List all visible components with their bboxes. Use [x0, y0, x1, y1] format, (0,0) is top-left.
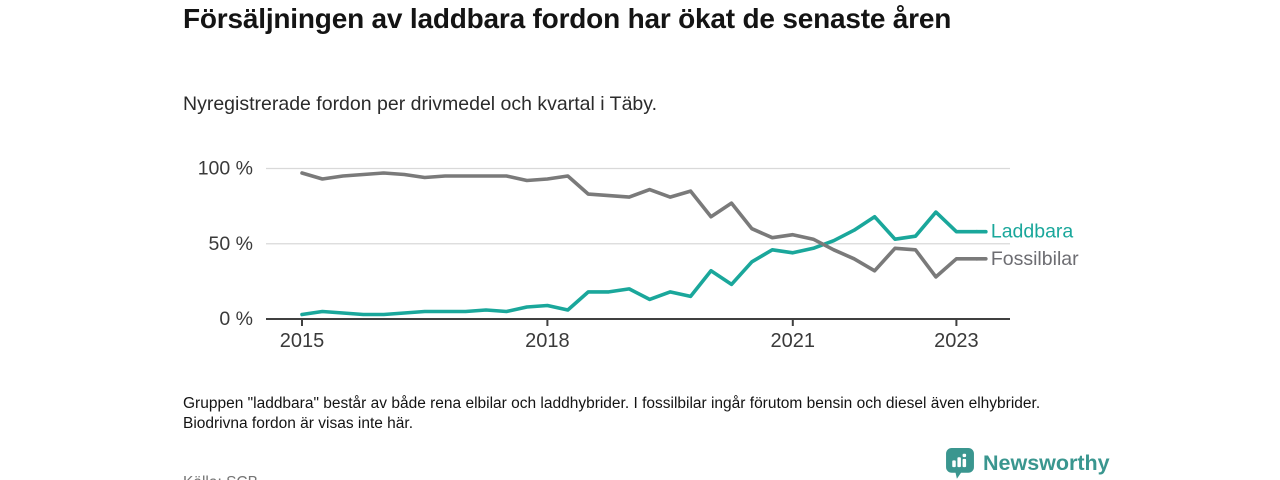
chart-canvas: 0 % 50 % 100 % 2015 2018 2021 2023 Laddbara Foss… [198, 158, 1079, 353]
y-tick-label: 50 % [209, 233, 253, 255]
y-tick-label: 0 % [219, 308, 253, 330]
bar-chart-speech-bubble-icon [946, 448, 974, 479]
laddbara-line [300, 210, 979, 317]
brand-logo: Newsworthy [946, 448, 1110, 479]
series-label-laddbara: Laddbara [991, 221, 1074, 243]
x-tick-label: 2023 [934, 330, 979, 352]
x-tick-label: 2015 [280, 330, 325, 352]
fossilbilar-line [300, 171, 979, 279]
chart-footnote: Gruppen "laddbara" består av både rena e… [183, 394, 1041, 433]
source-text: Källa: SCB [183, 474, 258, 480]
header: Försäljningen av laddbara fordon har öka… [183, 2, 1073, 36]
series-label-fossilbilar: Fossilbilar [991, 248, 1079, 270]
brand-name: Newsworthy [983, 451, 1110, 475]
line-chart: 0 % 50 % 100 % 2015 2018 2021 2023 Laddbara Foss… [180, 150, 1140, 365]
chart-subtitle: Nyregistrerade fordon per drivmedel och … [183, 93, 657, 115]
page-title: Försäljningen av laddbara fordon har öka… [183, 3, 952, 34]
x-tick-label: 2018 [525, 330, 570, 352]
y-tick-label: 100 % [198, 158, 253, 180]
x-tick-label: 2021 [771, 330, 816, 352]
